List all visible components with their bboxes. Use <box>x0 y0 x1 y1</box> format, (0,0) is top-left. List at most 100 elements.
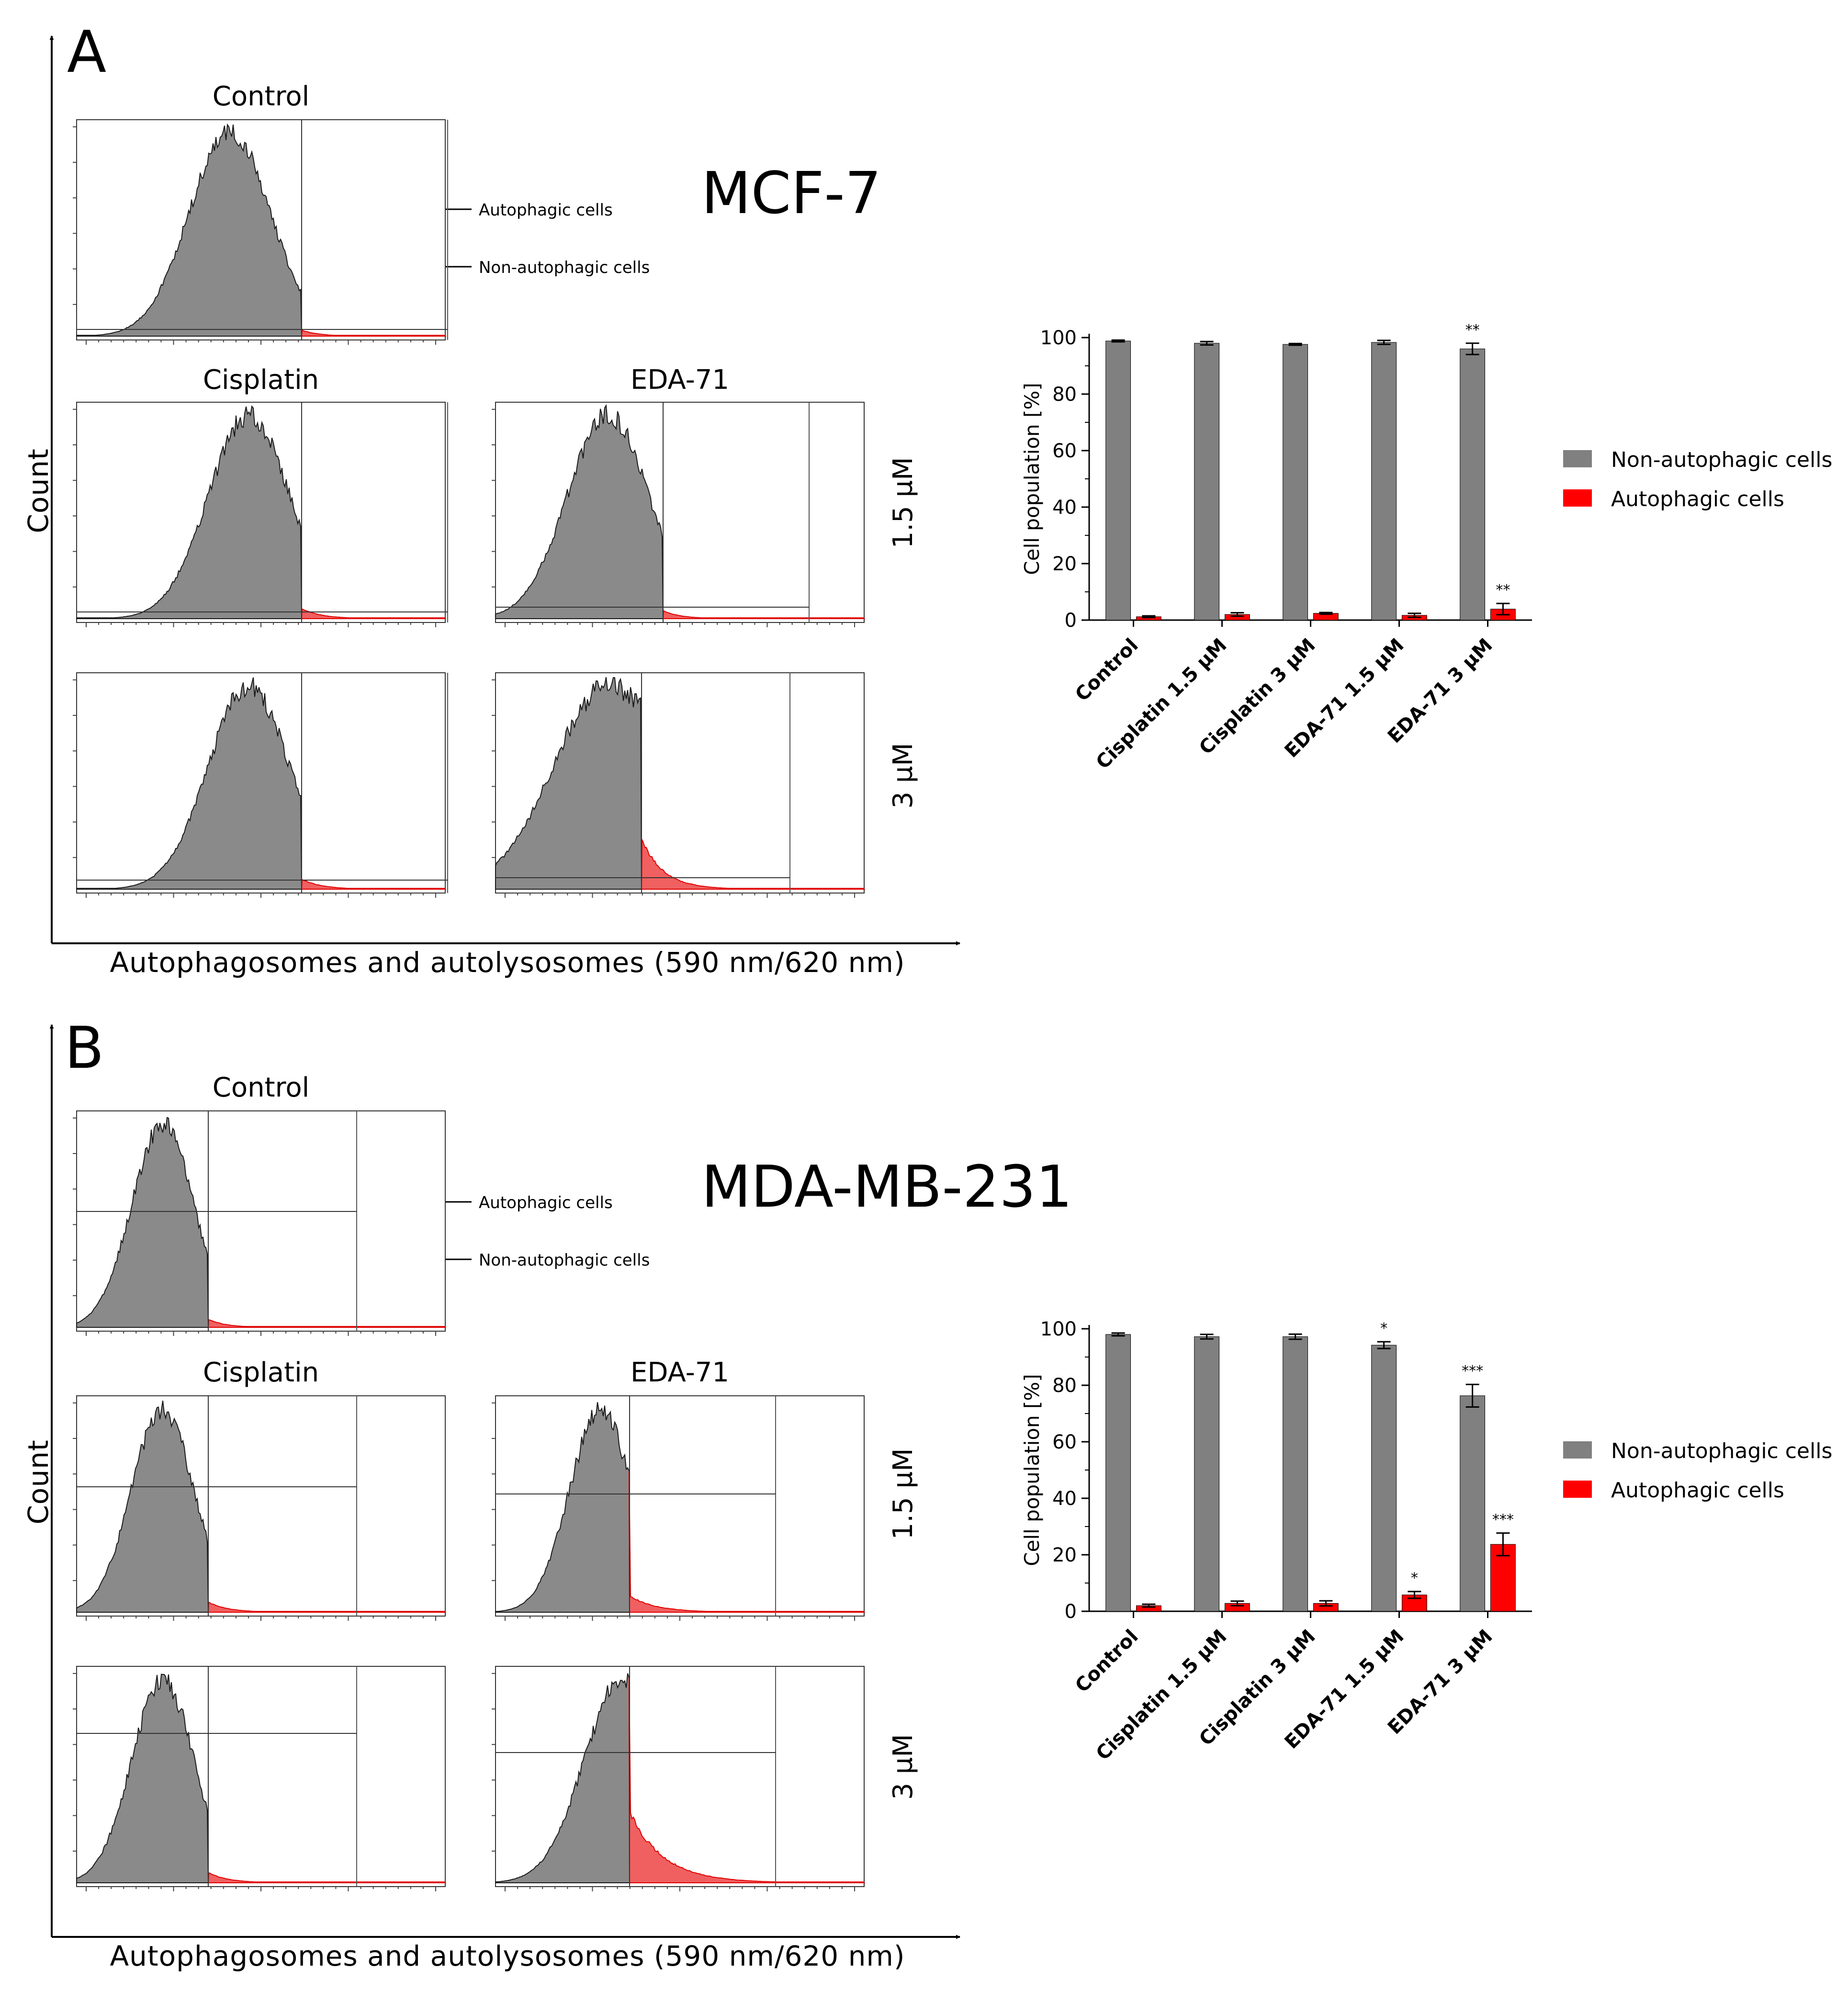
legend-label-non-autophagic: Non-autophagic cells <box>1611 1439 1832 1463</box>
histogram-cisplatin-1-5 <box>73 402 448 627</box>
bar <box>1105 1334 1131 1612</box>
concentration-label-3: 3 µM <box>888 743 919 808</box>
significance-marker: *** <box>1462 1363 1483 1380</box>
legend-label-autophagic: Autophagic cells <box>1611 487 1784 511</box>
histogram-autophagic-area <box>662 610 866 619</box>
count-axis-title: Count <box>22 1439 55 1524</box>
bar-y-tick-label: 60 <box>1052 1431 1077 1453</box>
legend-swatch-non-autophagic <box>1563 1441 1592 1459</box>
annotation-non-autophagic: Non-autophagic cells <box>479 1251 650 1270</box>
bar <box>1194 343 1219 621</box>
bar-y-tick-label: 80 <box>1052 384 1077 406</box>
histogram-non-autophagic-area <box>495 1402 631 1613</box>
histogram-title-control: Control <box>213 81 309 112</box>
bar-y-axis-title: Cell population [%] <box>1020 1374 1044 1566</box>
histogram-title-cisplatin: Cisplatin <box>203 1357 319 1388</box>
legend-swatch-non-autophagic <box>1563 450 1592 467</box>
cell-line-title: MDA-MB-231 <box>701 1154 1072 1221</box>
x-axis-title: Autophagosomes and autolysosomes (590 nm… <box>110 1940 905 1972</box>
bar-y-tick-label: 100 <box>1040 1318 1077 1340</box>
bar-y-tick-label: 60 <box>1052 440 1077 462</box>
histogram-eda71-1-5 <box>492 1395 866 1621</box>
concentration-label-1-5: 1.5 µM <box>888 1448 919 1540</box>
histogram-cisplatin-3 <box>73 672 448 898</box>
annotation-non-autophagic: Non-autophagic cells <box>479 258 650 277</box>
bar <box>1194 1336 1219 1612</box>
histogram-cisplatin-1-5 <box>73 1395 447 1621</box>
histogram-non-autophagic-area <box>76 1674 209 1883</box>
histogram-eda71-3 <box>492 1666 866 1891</box>
histogram-autophagic-area <box>301 879 447 890</box>
histogram-control <box>73 1110 447 1336</box>
histogram-non-autophagic-area <box>495 404 664 619</box>
histogram-autophagic-area <box>301 608 447 619</box>
bar-y-tick-label: 80 <box>1052 1375 1077 1397</box>
bar <box>1460 1395 1485 1612</box>
concentration-label-3: 3 µM <box>888 1734 919 1799</box>
significance-marker: * <box>1411 1570 1418 1587</box>
cell-line-title: MCF-7 <box>701 160 881 227</box>
bar-y-tick-label: 100 <box>1040 327 1077 349</box>
bar-y-tick-label: 0 <box>1065 1601 1077 1623</box>
legend-a: Non-autophagic cells Autophagic cells <box>1563 448 1832 511</box>
histogram-autophagic-area <box>641 839 866 890</box>
significance-marker: ** <box>1465 322 1480 339</box>
histogram-title-eda71: EDA-71 <box>631 1357 729 1388</box>
significance-marker: *** <box>1492 1512 1514 1528</box>
significance-marker: * <box>1380 1320 1387 1337</box>
histogram-non-autophagic-area <box>495 1673 631 1883</box>
bar-y-tick-label: 0 <box>1065 610 1077 632</box>
legend-swatch-autophagic <box>1563 1481 1592 1498</box>
bar-y-tick-label: 40 <box>1052 497 1077 519</box>
histogram-eda71-1-5 <box>492 402 866 627</box>
panel-b: B MDA-MB-231 Count Autophagosomes and au… <box>22 1015 1832 1972</box>
histogram-title-eda71: EDA-71 <box>631 364 729 396</box>
histogram-autophagic-area <box>301 329 447 337</box>
count-axis-title: Count <box>22 448 55 533</box>
histogram-autophagic-area <box>629 1471 866 1613</box>
bar-y-axis-title: Cell population [%] <box>1020 383 1044 575</box>
bar-category-label: Control <box>1071 634 1142 706</box>
bar-y-tick-label: 40 <box>1052 1488 1077 1510</box>
bar-category-label: Control <box>1071 1626 1142 1697</box>
histogram-autophagic-area <box>629 1677 866 1883</box>
significance-marker: ** <box>1496 582 1510 599</box>
histogram-non-autophagic-area <box>76 1117 209 1328</box>
histogram-autophagic-area <box>207 1601 447 1613</box>
concentration-label-1-5: 1.5 µM <box>888 457 919 549</box>
bar <box>1371 342 1397 621</box>
histogram-non-autophagic-area <box>495 677 642 890</box>
bar <box>1105 340 1131 621</box>
histogram-non-autophagic-area <box>76 677 303 890</box>
bar <box>1371 1345 1397 1612</box>
legend-swatch-autophagic <box>1563 489 1592 507</box>
bar-y-tick-label: 20 <box>1052 553 1077 575</box>
histogram-title-cisplatin: Cisplatin <box>203 364 319 396</box>
x-axis-title: Autophagosomes and autolysosomes (590 nm… <box>110 946 905 979</box>
legend-b: Non-autophagic cells Autophagic cells <box>1563 1439 1832 1503</box>
bar <box>1283 1336 1308 1612</box>
bar <box>1490 1544 1516 1612</box>
histogram-cisplatin-3 <box>73 1666 447 1891</box>
annotation-autophagic: Autophagic cells <box>479 1193 613 1212</box>
bar-y-tick-label: 20 <box>1052 1544 1077 1566</box>
annotation-autophagic: Autophagic cells <box>479 201 613 220</box>
panel-a: A MCF-7 Count Autophagosomes and autolys… <box>22 19 1832 979</box>
histogram-non-autophagic-area <box>76 405 303 619</box>
panel-letter: A <box>67 19 106 86</box>
legend-label-autophagic: Autophagic cells <box>1611 1478 1784 1503</box>
panel-letter: B <box>65 1015 104 1082</box>
histogram-autophagic-area <box>207 1872 447 1883</box>
histogram-title-control: Control <box>213 1072 309 1103</box>
bar <box>1460 349 1485 621</box>
histogram-non-autophagic-area <box>76 123 303 337</box>
legend-label-non-autophagic: Non-autophagic cells <box>1611 448 1832 472</box>
bar <box>1283 344 1308 621</box>
histogram-eda71-3 <box>492 672 866 898</box>
histogram-autophagic-area <box>207 1319 447 1328</box>
histogram-non-autophagic-area <box>76 1401 209 1613</box>
histogram-control <box>73 119 448 345</box>
